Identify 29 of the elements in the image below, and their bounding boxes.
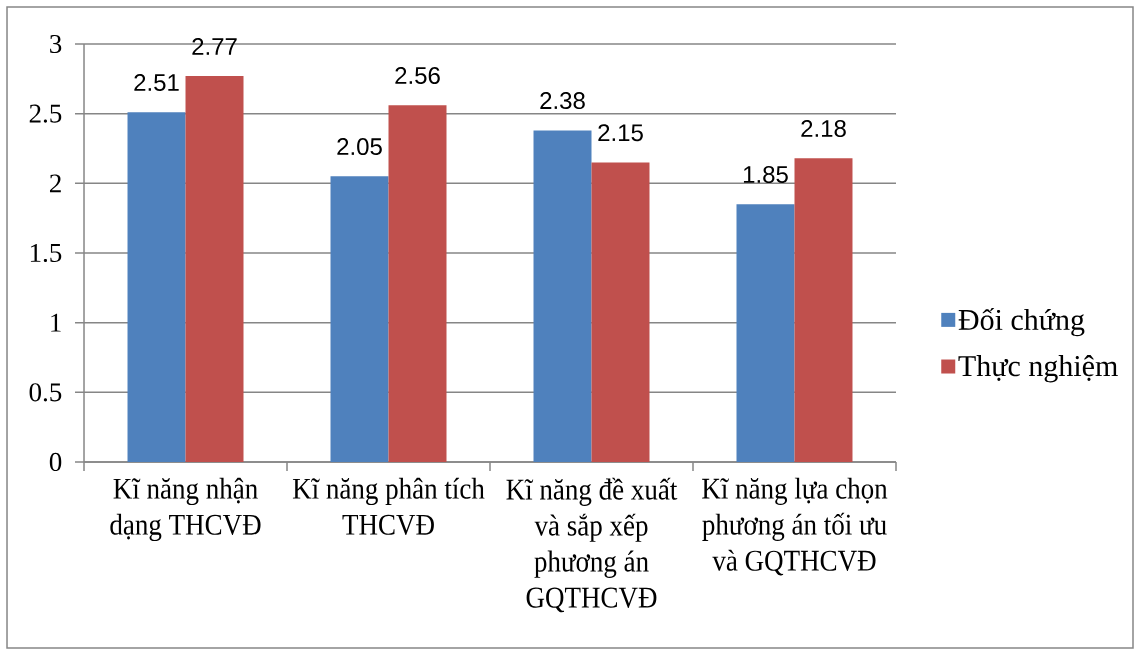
bar xyxy=(388,105,447,462)
y-tick-label: 1.5 xyxy=(30,243,62,263)
bar xyxy=(127,112,186,462)
x-tick-label: Kĩ năng phân tích THCVĐ xyxy=(292,477,485,536)
data-label: 2.15 xyxy=(598,124,643,142)
y-tick-label: 1 xyxy=(51,313,61,332)
bar xyxy=(533,130,592,462)
data-label: 2.18 xyxy=(801,119,846,137)
y-tick-label: 0 xyxy=(49,452,62,472)
data-label: 2.38 xyxy=(540,92,585,110)
x-tick-label: Kĩ năng đề xuất và sắp xếp phương án GQTHCVĐ xyxy=(506,477,678,613)
y-tick-label: 2 xyxy=(49,174,61,193)
legend-label: Đối chứng xyxy=(958,308,1085,337)
data-label: 2.51 xyxy=(134,73,179,91)
data-label: 1.85 xyxy=(743,165,788,183)
data-label: 2.56 xyxy=(395,67,440,85)
data-label: 2.77 xyxy=(192,38,237,55)
x-tick-label: Kĩ năng lựa chọn phương án tối ưu và GQTHCVĐ xyxy=(702,477,888,576)
bar xyxy=(330,176,389,462)
legend-label: Thực nghiệm xyxy=(958,355,1118,383)
bar xyxy=(185,76,244,462)
bar xyxy=(794,158,853,462)
y-tick-label: 3 xyxy=(50,34,62,54)
y-tick-label: 0.5 xyxy=(29,383,62,402)
x-tick-label: Kĩ năng nhận dạng THCVĐ xyxy=(110,477,261,542)
y-tick-label: 2.5 xyxy=(29,104,62,123)
data-label: 2.05 xyxy=(337,138,382,156)
bar xyxy=(591,162,650,462)
bar xyxy=(736,204,795,462)
